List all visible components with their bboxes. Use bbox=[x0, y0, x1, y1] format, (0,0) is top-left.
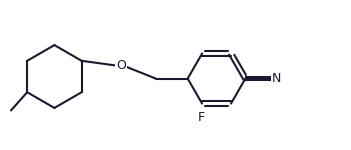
Text: O: O bbox=[116, 59, 126, 72]
Text: N: N bbox=[271, 72, 281, 85]
Text: F: F bbox=[198, 111, 205, 124]
